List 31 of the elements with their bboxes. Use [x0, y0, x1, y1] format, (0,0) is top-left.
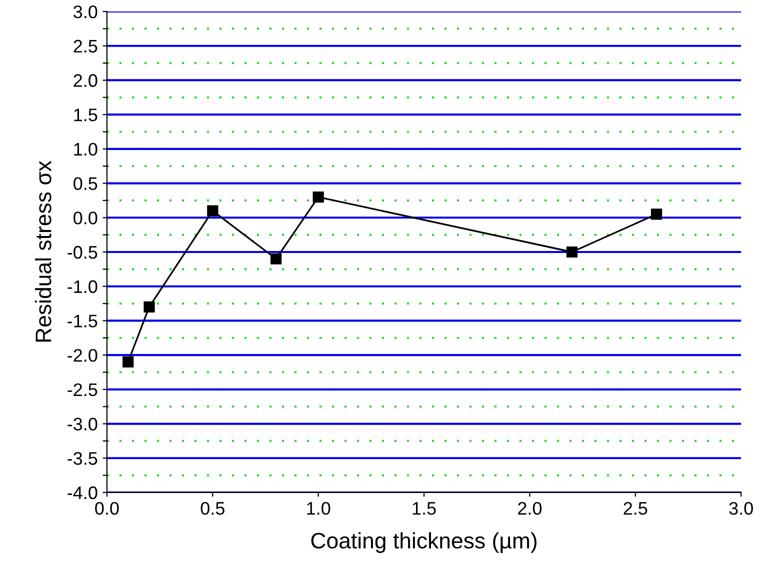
y-tick-label: 0.5 — [74, 177, 98, 190]
y-tick-label: -2.0 — [68, 348, 98, 362]
y-tick-label: 2.5 — [74, 40, 98, 53]
x-tick-label: 2.5 — [624, 502, 648, 515]
y-tick-label: 1.0 — [74, 142, 98, 156]
x-axis-title: Coating thickness (µm) — [311, 532, 536, 553]
point — [122, 356, 134, 368]
x-tick-label: 2.0 — [518, 502, 542, 515]
point — [566, 246, 578, 258]
y-axis-title: Residual stress σx — [34, 160, 52, 342]
x-tick-label: 1.0 — [307, 502, 330, 515]
y-tick-label: 0.0 — [74, 212, 98, 224]
point — [207, 205, 218, 216]
x-tick-label: 3.0 — [729, 502, 753, 515]
y-tick-label: -0.5 — [68, 246, 98, 259]
y-tick-label: -2.5 — [68, 383, 98, 396]
x-tick-label: 0.5 — [200, 502, 224, 515]
point — [650, 208, 662, 220]
y-tick-label: -1.0 — [68, 280, 98, 294]
y-tick-label: -3.0 — [68, 418, 98, 430]
x-tick-label: 1.5 — [412, 502, 436, 515]
y-tick-label: 1.5 — [74, 108, 98, 122]
y-tick-label: -3.5 — [68, 452, 98, 465]
y-tick-label: -4.0 — [68, 486, 98, 500]
point — [312, 191, 324, 203]
point — [144, 301, 155, 313]
y-tick-label: -1.5 — [68, 314, 98, 328]
point — [270, 253, 282, 264]
y-tick-label: 3.0 — [74, 5, 98, 18]
y-tick-label: 2.0 — [74, 74, 98, 87]
x-tick-label: 0.0 — [95, 502, 119, 515]
